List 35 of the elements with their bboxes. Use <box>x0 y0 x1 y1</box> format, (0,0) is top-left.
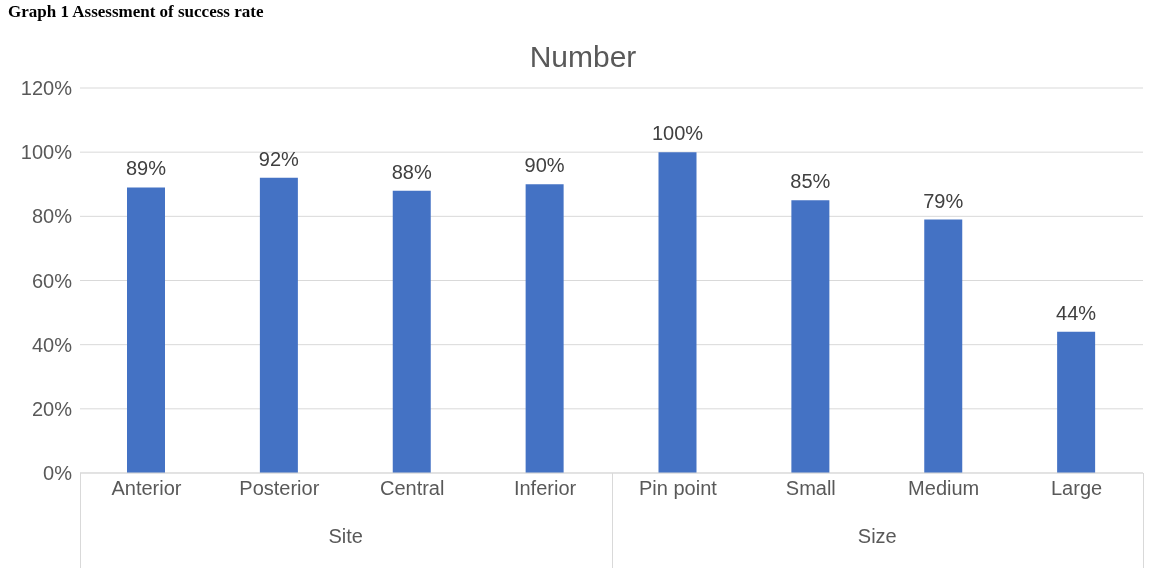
data-label: 92% <box>258 147 300 170</box>
chart-title: Number <box>528 40 638 74</box>
x-tick-label: Medium <box>908 477 980 500</box>
data-label: 100% <box>651 122 704 145</box>
data-label: 44% <box>1056 301 1097 324</box>
y-tick-label: 80% <box>31 205 73 228</box>
x-tick-label: Inferior <box>513 477 577 500</box>
y-tick-label: 60% <box>31 269 73 292</box>
data-label: 88% <box>391 160 432 183</box>
data-label: 90% <box>524 154 565 177</box>
x-tick-label: Small <box>785 477 836 500</box>
data-label: 89% <box>125 157 167 180</box>
bar <box>1057 331 1096 473</box>
y-tick-label: 20% <box>31 397 73 420</box>
y-tick-label: 40% <box>31 333 73 356</box>
x-tick-label: Anterior <box>111 477 182 500</box>
text: Size <box>856 525 898 548</box>
x-tick-label: Posterior <box>239 477 320 500</box>
text: Site <box>327 525 364 548</box>
bar <box>392 190 431 473</box>
y-tick-label: 120% <box>20 77 73 100</box>
data-label: 79% <box>923 189 964 212</box>
y-tick-label: 0% <box>43 462 73 485</box>
bar <box>127 187 165 473</box>
bar <box>259 177 298 473</box>
x-tick-label: Large <box>1050 477 1103 500</box>
bar <box>791 200 830 473</box>
bar <box>924 219 963 473</box>
data-label: 85% <box>790 170 831 193</box>
bar <box>525 184 564 473</box>
caption: Graph 1 Assessment of success rate <box>8 2 264 22</box>
bar <box>658 152 697 473</box>
x-tick-label: Central <box>379 477 445 500</box>
x-tick-label: Pin point <box>639 477 718 500</box>
y-tick-label: 100% <box>20 141 73 164</box>
